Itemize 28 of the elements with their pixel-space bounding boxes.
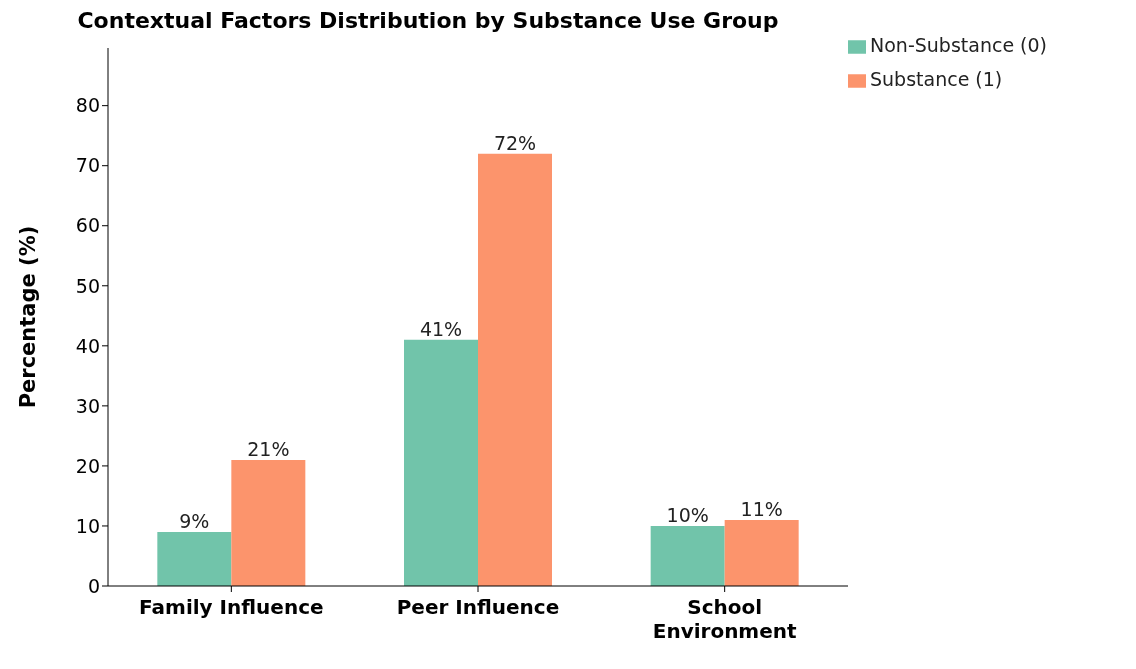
data-label: 41%: [419, 317, 463, 340]
bar: [231, 459, 306, 586]
y-tick-label: 0: [87, 574, 100, 597]
y-tick-label: 60: [75, 214, 100, 237]
y-tick-label: 50: [75, 274, 100, 297]
bar: [724, 519, 799, 586]
bar: [478, 153, 552, 586]
data-label: 11%: [740, 497, 783, 520]
chart-title: Contextual Factors Distribution by Substance Use Group: [76, 8, 780, 33]
x-tick-label: Peer Influence: [396, 595, 560, 619]
legend-label: Substance (1): [870, 68, 1003, 90]
legend-label: Non-Substance (0): [870, 34, 1048, 56]
data-label: 9%: [179, 509, 210, 532]
bar: [650, 525, 725, 586]
y-tick-label: 80: [75, 94, 100, 117]
bar: [404, 339, 478, 586]
bar: [157, 531, 232, 586]
y-axis-title: Percentage (%): [16, 225, 41, 409]
x-tick-label: Family Influence: [139, 595, 324, 619]
y-tick-label: 30: [75, 394, 100, 417]
y-tick-label: 20: [75, 454, 100, 477]
data-label: 72%: [493, 131, 537, 154]
y-tick-label: 70: [75, 154, 100, 177]
data-label: 10%: [666, 503, 709, 526]
y-tick-label: 10: [75, 514, 100, 537]
y-tick-label: 40: [75, 334, 100, 357]
x-tick-label: School Environment: [652, 595, 798, 643]
data-label: 21%: [247, 437, 290, 460]
